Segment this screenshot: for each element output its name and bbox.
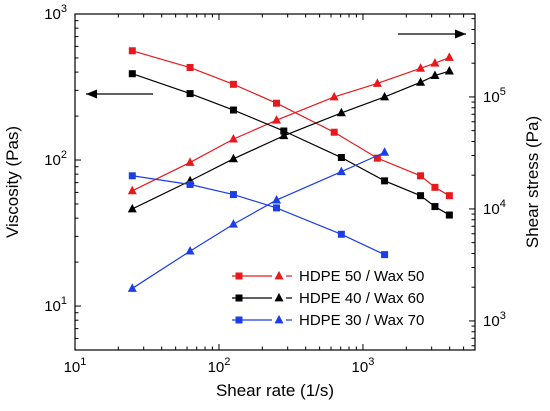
viscosity-point	[381, 251, 389, 259]
viscosity-point	[431, 203, 439, 211]
legend-label: HDPE 30 / Wax 70	[299, 312, 424, 329]
x-axis: 101 102 103	[64, 14, 476, 376]
legend-square-marker	[235, 294, 243, 302]
legend-triangle-marker	[274, 292, 284, 302]
x-tick-label: 103	[352, 356, 375, 376]
series-2	[127, 66, 454, 219]
legend: HDPE 50 / Wax 50 HDPE 40 / Wax 60 HDPE 30 …	[232, 268, 424, 329]
y-left-tick-label: 101	[44, 295, 67, 315]
viscosity-point	[229, 106, 237, 114]
viscosity-point	[273, 204, 281, 212]
shear-stress-point	[336, 166, 346, 176]
viscosity-point	[381, 177, 389, 185]
series-1	[127, 47, 454, 200]
legend-triangle-marker	[274, 314, 284, 324]
viscosity-point	[337, 154, 345, 162]
legend-triangle-marker	[274, 270, 284, 280]
y-left-tick-label: 102	[44, 149, 67, 169]
viscosity-point	[373, 154, 381, 162]
legend-item: HDPE 50 / Wax 50	[232, 268, 424, 285]
viscosity-line	[132, 50, 450, 197]
x-axis-label: Shear rate (1/s)	[216, 381, 334, 400]
viscosity-point	[128, 47, 136, 55]
shear-stress-point	[228, 219, 238, 228]
viscosity-point	[431, 183, 439, 191]
shear-stress-point	[127, 185, 137, 195]
legend-label: HDPE 50 / Wax 50	[299, 268, 424, 285]
viscosity-line	[132, 175, 385, 256]
shear-stress-point	[185, 157, 195, 166]
left-y-axis-label: Viscosity (Pas)	[3, 126, 22, 238]
viscosity-point	[229, 191, 237, 199]
shear-stress-line	[132, 56, 450, 192]
shear-stress-point	[329, 91, 339, 101]
viscosity-point	[229, 80, 237, 88]
shear-stress-point	[228, 153, 238, 163]
shear-stress-point	[380, 147, 390, 156]
shear-stress-point	[127, 203, 137, 213]
shear-stress-point	[272, 194, 282, 204]
shear-stress-point	[228, 134, 238, 143]
viscosity-point	[128, 172, 136, 180]
plot-border	[74, 13, 476, 351]
plot-frame	[74, 13, 476, 351]
x-tick-label: 102	[208, 356, 231, 376]
shear-stress-point	[430, 70, 440, 80]
shear-stress-point	[416, 77, 426, 86]
viscosity-point	[337, 230, 345, 238]
left-y-axis: 101 102 103	[44, 3, 81, 351]
right-arrow	[398, 29, 466, 39]
legend-square-marker	[235, 316, 243, 324]
shear-stress-point	[416, 63, 426, 72]
shear-stress-point	[272, 115, 282, 124]
viscosity-point	[128, 70, 136, 78]
axis-arrows	[86, 29, 466, 99]
y-right-tick-label: 104	[483, 198, 506, 218]
legend-item: HDPE 40 / Wax 60	[232, 290, 424, 307]
shear-stress-point	[372, 78, 382, 87]
right-y-axis: 103 104 105	[469, 18, 506, 347]
right-y-axis-label: Shear stress (Pa)	[523, 116, 542, 248]
legend-label: HDPE 40 / Wax 60	[299, 290, 424, 307]
shear-stress-point	[185, 246, 195, 255]
viscosity-point	[445, 192, 453, 200]
y-right-tick-label: 103	[483, 310, 506, 330]
viscosity-point	[186, 90, 194, 98]
shear-stress-point	[279, 130, 289, 140]
series-3	[127, 147, 390, 292]
viscosity-point	[417, 192, 425, 200]
shear-stress-point	[127, 283, 137, 292]
shear-stress-point	[430, 58, 440, 67]
viscosity-point	[330, 128, 338, 136]
left-arrow	[86, 89, 153, 99]
shear-stress-point	[380, 91, 390, 101]
shear-stress-point	[336, 107, 346, 117]
x-tick-label: 101	[64, 356, 87, 376]
legend-item: HDPE 30 / Wax 70	[232, 312, 424, 329]
legend-square-marker	[235, 272, 243, 280]
viscosity-point	[417, 172, 425, 180]
viscosity-point	[186, 64, 194, 72]
viscosity-point	[273, 99, 281, 107]
y-right-tick-label: 105	[483, 86, 506, 106]
viscosity-point	[445, 211, 453, 219]
shear-stress-point	[444, 52, 454, 61]
y-left-tick-label: 103	[44, 3, 67, 23]
shear-stress-line	[131, 151, 385, 289]
series-layer	[127, 47, 454, 292]
viscosity-point	[186, 180, 194, 188]
shear-stress-point	[444, 66, 454, 75]
